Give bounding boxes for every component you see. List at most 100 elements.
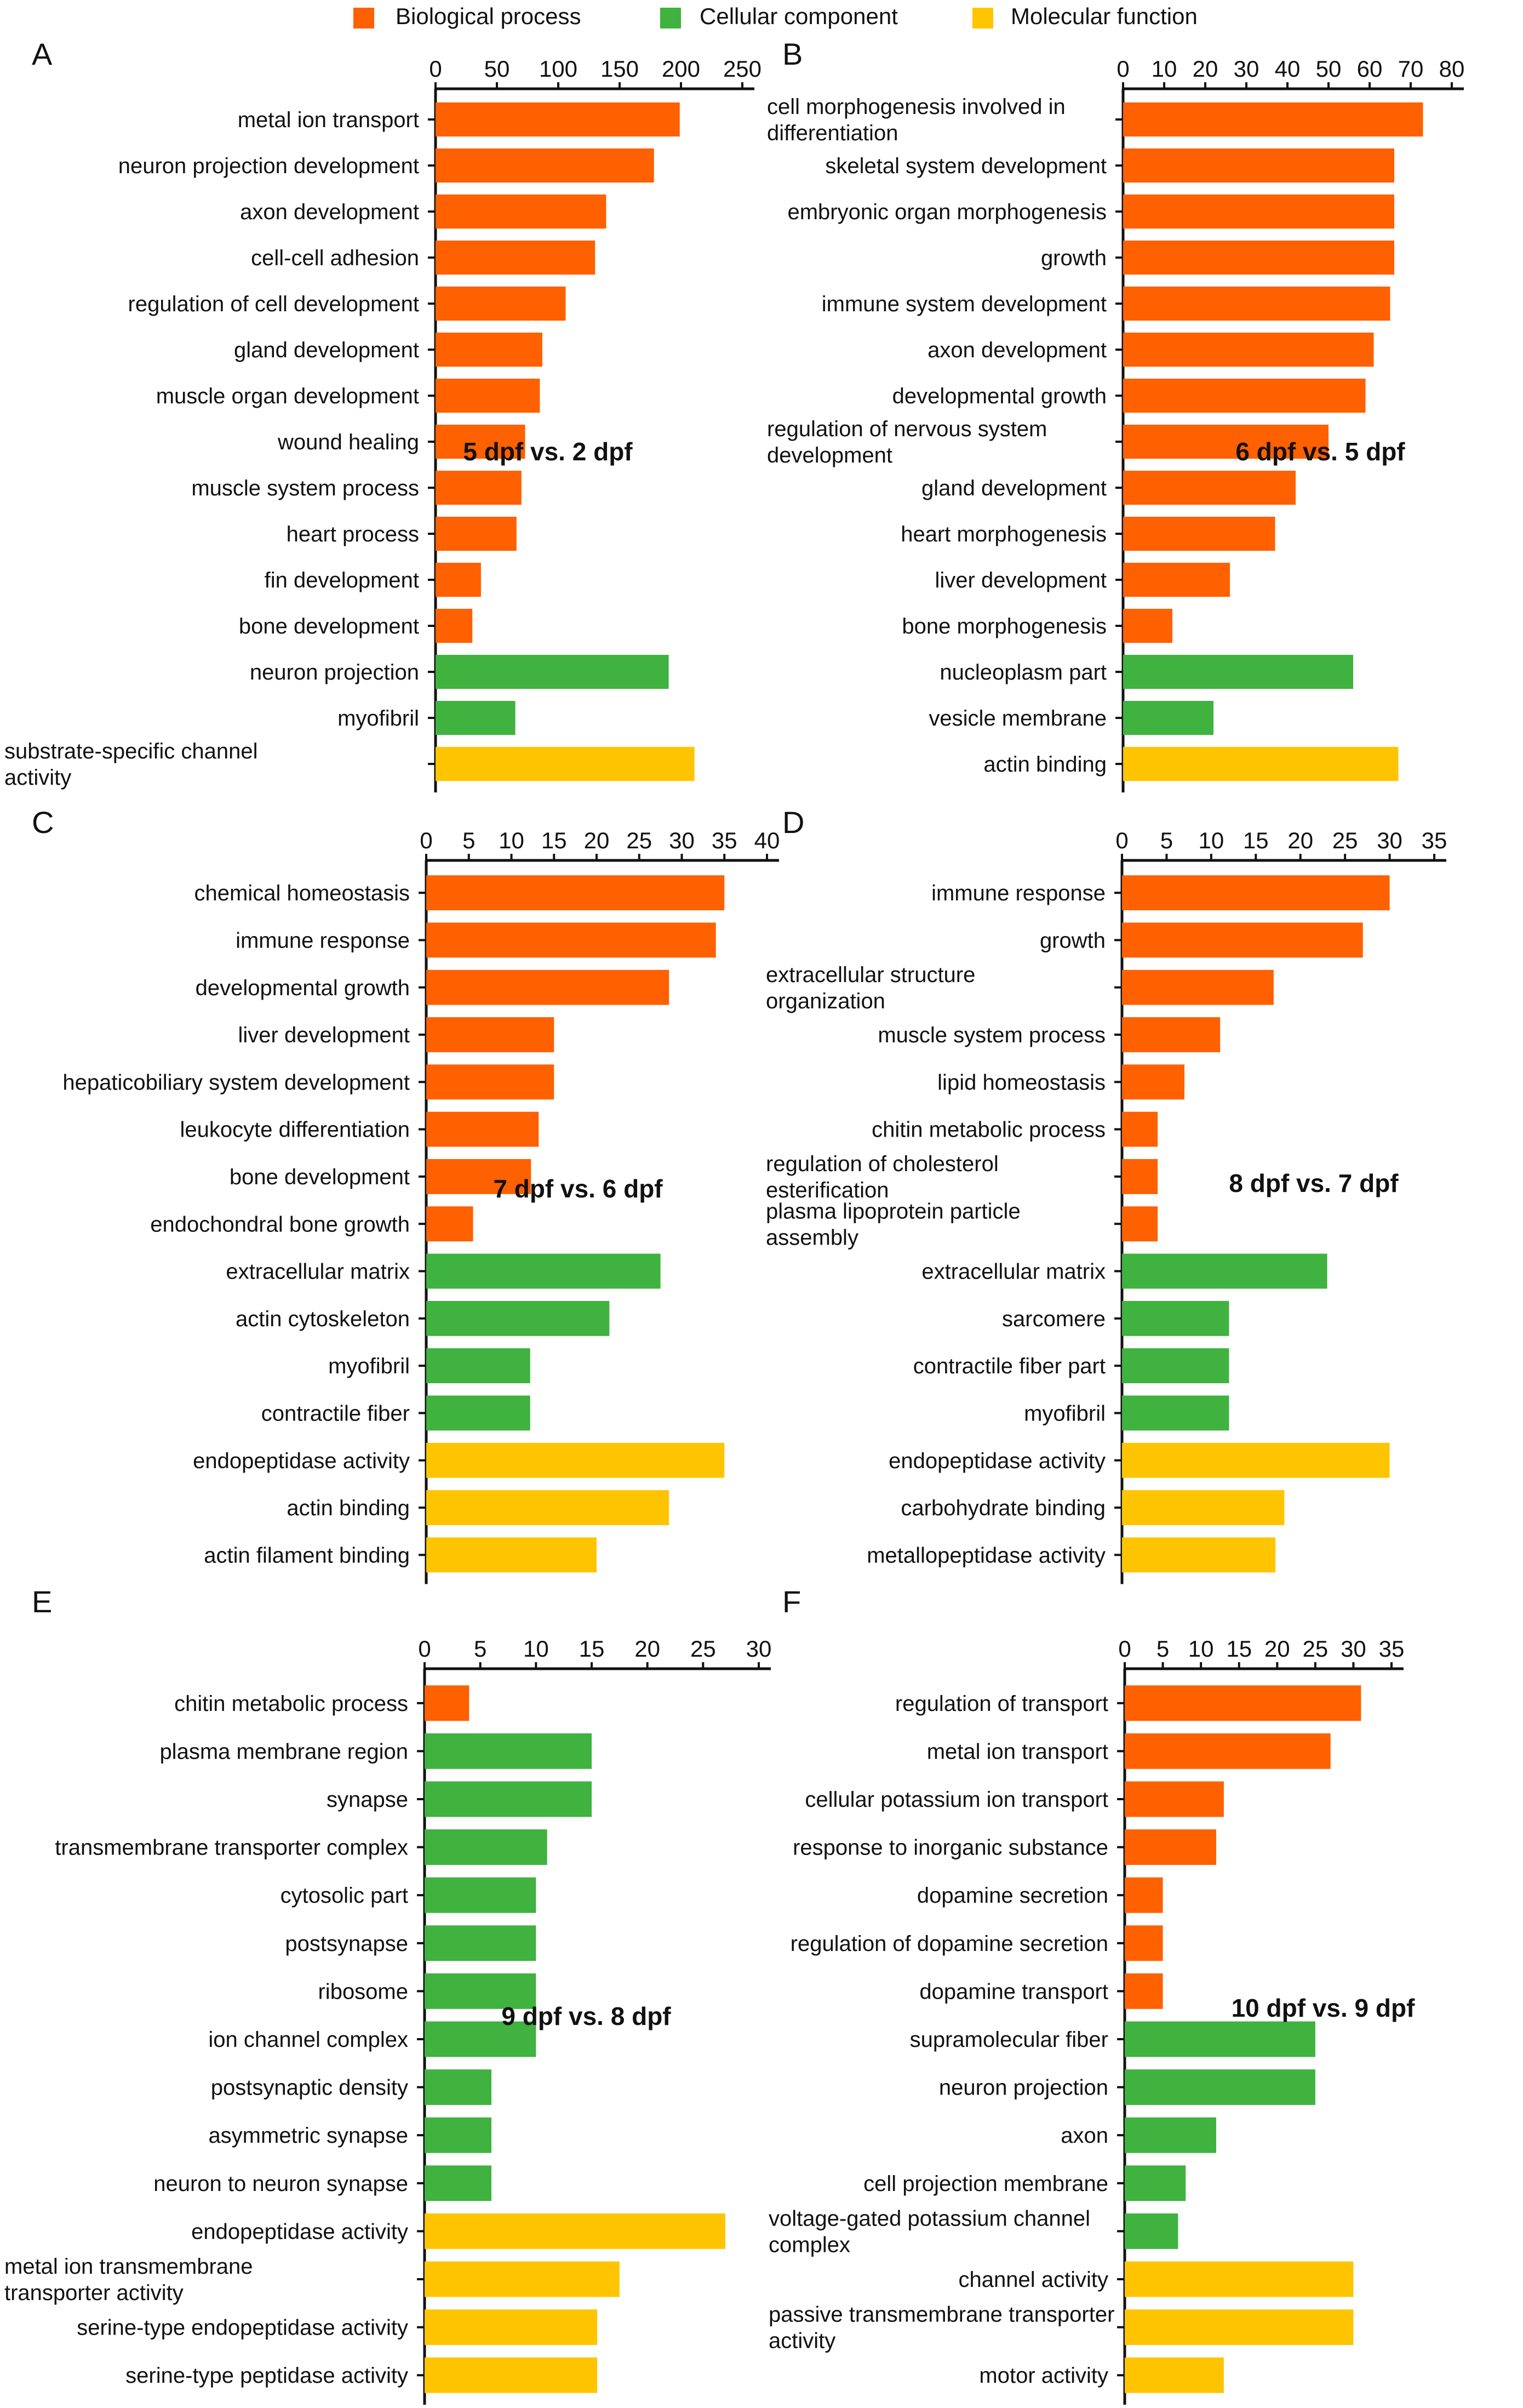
bar-immune-response: [1122, 875, 1390, 911]
category-label: hepaticobiliary system development: [62, 1070, 410, 1094]
category-label: heart morphogenesis: [901, 522, 1107, 546]
bar-channel-activity: [1125, 2261, 1354, 2297]
bar-actin-filament-binding: [426, 1537, 597, 1573]
x-tick-label: 250: [723, 56, 762, 82]
category-label: regulation of cell development: [128, 292, 419, 316]
category-label: plasma lipoprotein particle assembly: [766, 1199, 1021, 1249]
category-label: developmental growth: [892, 384, 1107, 408]
category-label: endochondral bone growth: [150, 1212, 410, 1236]
x-tick-label: 20: [1264, 1636, 1290, 1662]
bar-skeletal-system-development: [1123, 148, 1394, 183]
bar-substrate-specific-channel-activity: [436, 746, 695, 781]
bar-liver-development: [426, 1017, 554, 1052]
category-label: transmembrane transporter complex: [55, 1836, 408, 1860]
bar-supramolecular-fiber: [1125, 2021, 1315, 2057]
x-tick-label: 15: [541, 828, 567, 853]
bar-cell-projection-membrane: [1125, 2165, 1186, 2201]
x-tick-label: 10: [1198, 828, 1224, 853]
category-label: cell morphogenesis involved in differenti…: [767, 95, 1066, 145]
x-tick-label: 10: [523, 1636, 549, 1662]
category-label: motor activity: [979, 2364, 1108, 2388]
bar-heart-morphogenesis: [1123, 516, 1275, 551]
legend-item-molecular-function: Molecular function: [972, 3, 1198, 29]
category-label: myofibril: [1024, 1401, 1106, 1425]
bar-dopamine-secretion: [1125, 1877, 1163, 1913]
x-tick-label: 30: [1234, 56, 1259, 82]
category-label: growth: [1041, 246, 1107, 270]
bar-muscle-system-process: [436, 470, 522, 505]
bar-bone-morphogenesis: [1123, 608, 1172, 643]
bar-axon-development: [436, 194, 606, 229]
category-label: postsynapse: [285, 1932, 408, 1956]
bar-myofibril: [426, 1348, 530, 1384]
category-label: muscle organ development: [156, 384, 419, 408]
bar-growth: [1122, 922, 1363, 958]
category-label: sarcomere: [1002, 1307, 1106, 1331]
panel-letter: B: [782, 37, 803, 71]
x-tick-label: 60: [1357, 56, 1383, 82]
category-label: immune system development: [822, 292, 1107, 316]
bar-contractile-fiber: [426, 1395, 530, 1431]
x-tick-label: 30: [1341, 1636, 1366, 1662]
bar-serine-type-endopeptidase-activity: [425, 2309, 598, 2346]
bar-passive-transmembrane-transporter-activity: [1125, 2309, 1354, 2346]
chart-panel-c: C 0 5 10 15 20 25 30 35 40 chemical homeostasis imm…: [32, 805, 780, 1584]
category-label: ribosome: [318, 1979, 408, 2004]
bar-axon: [1125, 2117, 1216, 2153]
category-label: liver development: [238, 1023, 410, 1047]
bar-myofibril: [1122, 1395, 1229, 1431]
category-label: immune response: [931, 881, 1106, 905]
category-label: endopeptidase activity: [193, 1449, 410, 1473]
category-label: supramolecular fiber: [910, 2028, 1108, 2052]
category-label: muscle system process: [878, 1023, 1106, 1047]
x-tick-label: 0: [418, 1636, 431, 1662]
panel-comparison-title: 10 dpf vs. 9 dpf: [1232, 1994, 1416, 2022]
bar-bone-development: [436, 608, 473, 643]
category-label: substrate-specific channel activity: [4, 739, 257, 790]
bar-cell-cell-adhesion: [436, 240, 596, 275]
chart-panel-b: B 0 10 20 30 40 50 60 70 80 cell morphogenesis inv…: [767, 37, 1464, 792]
x-tick-label: 35: [1422, 828, 1447, 853]
panel-letter: F: [782, 1584, 801, 1619]
bar-embryonic-organ-morphogenesis: [1123, 194, 1394, 229]
x-tick-label: 0: [420, 828, 432, 853]
x-tick-label: 0: [1115, 828, 1128, 853]
x-tick-label: 50: [484, 56, 510, 82]
category-label: skeletal system development: [825, 154, 1107, 178]
category-label: bone morphogenesis: [902, 614, 1107, 638]
bar-heart-process: [436, 516, 517, 551]
category-label: regulation of cholesterol esterification: [766, 1152, 999, 1202]
category-label: cytosolic part: [280, 1884, 408, 1908]
category-label: liver development: [935, 568, 1107, 592]
x-tick-label: 25: [626, 828, 652, 853]
bar-cytosolic-part: [425, 1877, 536, 1913]
category-label: extracellular structure organization: [766, 963, 975, 1013]
category-label: embryonic organ morphogenesis: [787, 200, 1107, 224]
panel-comparison-title: 5 dpf vs. 2 dpf: [463, 437, 633, 466]
category-label: metallopeptidase activity: [867, 1543, 1106, 1567]
category-label: actin binding: [287, 1496, 410, 1520]
legend-swatch: [972, 8, 993, 28]
category-label: cellular potassium ion transport: [805, 1788, 1108, 1812]
x-tick-label: 40: [1275, 56, 1301, 82]
category-label: vesicle membrane: [929, 706, 1107, 731]
bar-muscle-organ-development: [436, 378, 540, 413]
category-label: synapse: [327, 1788, 408, 1812]
category-label: myofibril: [328, 1354, 410, 1378]
category-label: neuron projection: [939, 2076, 1108, 2100]
bar-developmental-growth: [426, 969, 669, 1005]
bar-wound-healing: [436, 424, 525, 459]
x-tick-label: 25: [1302, 1636, 1328, 1662]
legend-item-biological-process: Biological process: [353, 3, 581, 29]
x-tick-label: 15: [579, 1636, 605, 1662]
category-label: leukocyte differentiation: [180, 1118, 410, 1142]
x-tick-label: 15: [1243, 828, 1269, 853]
category-label: developmental growth: [196, 976, 410, 1000]
bar-lipid-homeostasis: [1122, 1064, 1184, 1100]
bar-neuron-projection: [1125, 2069, 1315, 2105]
bar-nucleoplasm-part: [1123, 654, 1353, 689]
panel-comparison-title: 6 dpf vs. 5 dpf: [1235, 437, 1405, 466]
category-label: neuron to neuron synapse: [153, 2172, 408, 2196]
